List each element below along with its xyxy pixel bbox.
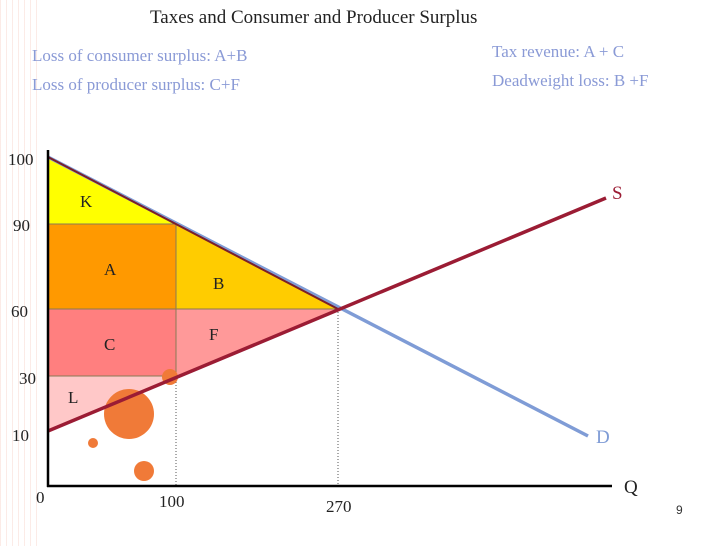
decorative-stripes bbox=[0, 0, 40, 546]
supply-curve bbox=[47, 196, 607, 433]
demand-upper-edge bbox=[47, 156, 339, 310]
x-tick-100: 100 bbox=[159, 492, 185, 511]
decorative-bubble bbox=[134, 461, 154, 481]
consumer-surplus-loss-note: Loss of consumer surplus: A+B bbox=[32, 46, 248, 65]
region-label-f: F bbox=[209, 325, 218, 344]
region-label-k: K bbox=[80, 192, 93, 211]
page-number: 9 bbox=[676, 503, 683, 517]
deadweight-loss-note: Deadweight loss: B +F bbox=[492, 71, 649, 90]
supply-label: S bbox=[612, 183, 623, 204]
region-a bbox=[48, 224, 176, 309]
region-label-b: B bbox=[213, 274, 224, 293]
y-tick-100: 100 bbox=[8, 150, 34, 169]
tax-revenue-note: Tax revenue: A + C bbox=[492, 42, 625, 61]
y-tick-30: 30 bbox=[19, 369, 36, 388]
y-tick-90: 90 bbox=[13, 216, 30, 235]
slide-title: Taxes and Consumer and Producer Surplus bbox=[150, 7, 478, 28]
demand-label: D bbox=[596, 427, 610, 448]
y-tick-10: 10 bbox=[12, 426, 29, 445]
x-axis-label: Q bbox=[624, 477, 638, 498]
producer-surplus-loss-note: Loss of producer surplus: C+F bbox=[32, 75, 240, 94]
region-label-l: L bbox=[68, 388, 78, 407]
x-tick-270: 270 bbox=[326, 497, 352, 516]
x-tick-0: 0 bbox=[36, 488, 45, 507]
region-label-a: A bbox=[104, 260, 117, 279]
region-c bbox=[48, 309, 176, 376]
region-label-c: C bbox=[104, 335, 115, 354]
decorative-bubble bbox=[88, 438, 98, 448]
y-tick-60: 60 bbox=[11, 302, 28, 321]
